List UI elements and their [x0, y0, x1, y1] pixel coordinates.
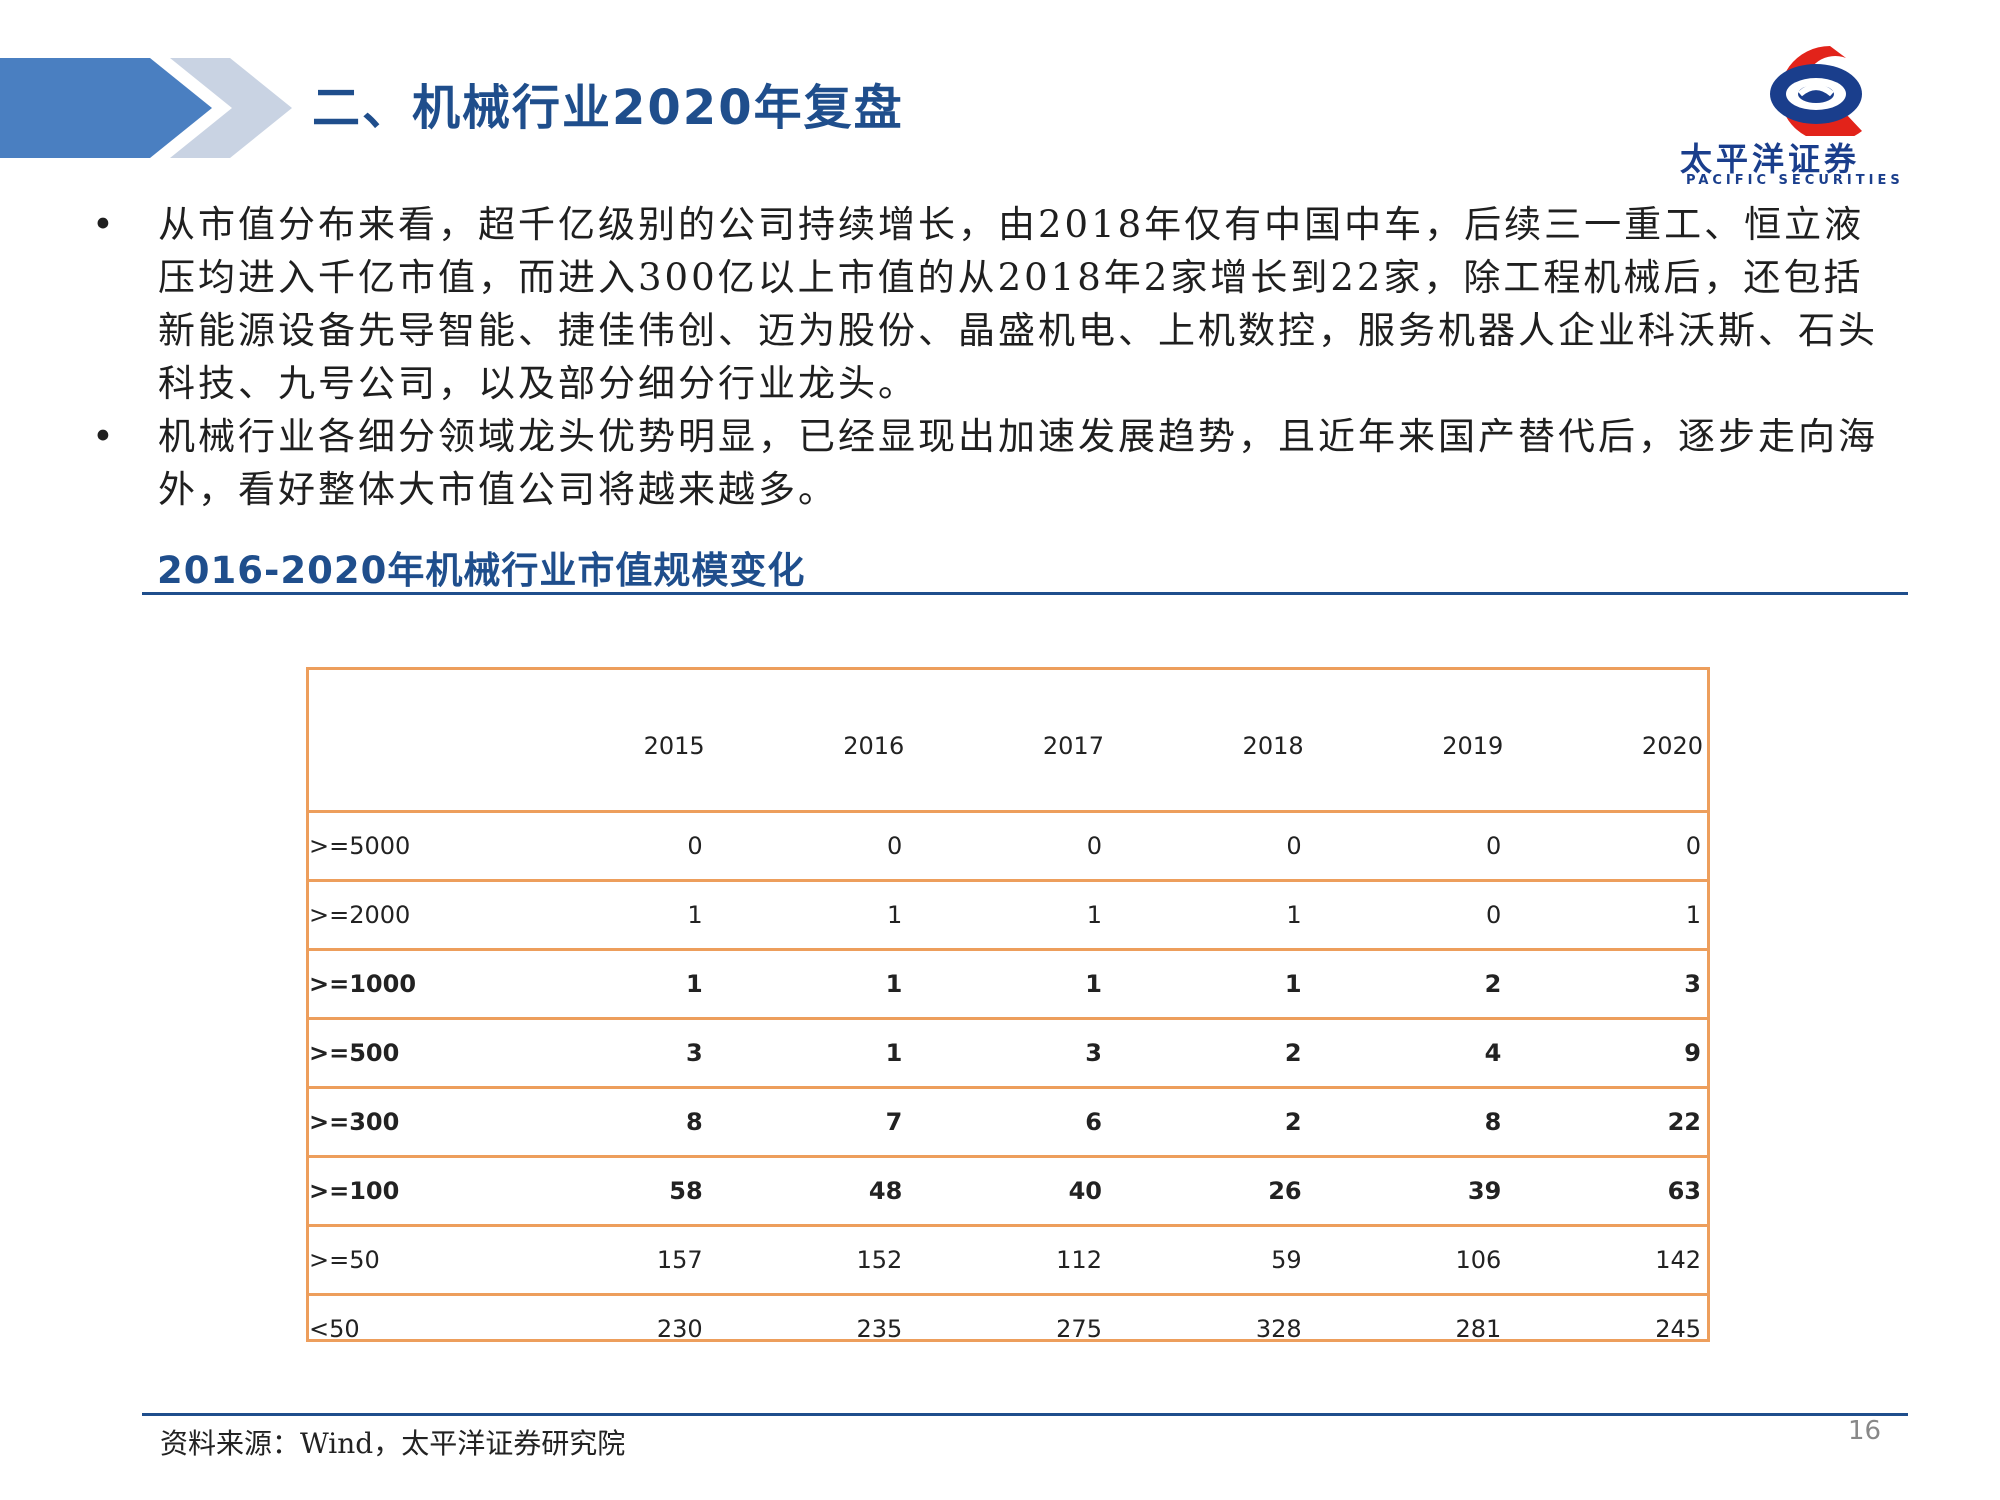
table-cell: 275 [1056, 1315, 1102, 1343]
table-cell: 152 [708, 1225, 909, 1296]
table-cell: 1 [908, 949, 1108, 1020]
table-cell: 0 [509, 811, 709, 882]
table-cell: 8 [1307, 1087, 1508, 1158]
chevron-light-shape [170, 58, 292, 158]
table-cell: 0 [908, 811, 1108, 882]
table-cell: 48 [708, 1156, 909, 1227]
source-note: 资料来源：Wind，太平洋证券研究院 [160, 1427, 626, 1460]
table-cell: 1 [1507, 880, 1707, 951]
row-label: <50 [309, 1315, 360, 1343]
section-divider [142, 592, 1908, 595]
table-cell: 230 [656, 1315, 703, 1343]
table-cell: 281 [1455, 1315, 1502, 1343]
table-cell: 0 [708, 811, 909, 882]
logo-name-en: PACIFIC SECURITIES [1686, 173, 1904, 188]
header-chevron-decoration [0, 58, 292, 158]
row-label: >=5000 [309, 811, 509, 882]
row-label: >=50 [309, 1225, 509, 1296]
table-cell: 1 [708, 880, 909, 951]
column-header: 2018 [1107, 670, 1308, 813]
table-row: >=50 157 152 112 59 106 142 [309, 1225, 1707, 1296]
table-cell: 8 [509, 1087, 709, 1158]
table-cell: 142 [1507, 1225, 1707, 1296]
table-cell: 59 [1107, 1225, 1308, 1296]
bullet-text: 机械行业各细分领域龙头优势明显，已经显现出加速发展趋势，且近年来国产替代后，逐步… [158, 415, 1878, 511]
table-header-row: 2015 2016 2017 2018 2019 2020 [309, 670, 1707, 813]
table-row: >=1000 1 1 1 1 2 3 [309, 949, 1707, 1020]
table-cell: 0 [1307, 880, 1508, 951]
table-cell: 7 [708, 1087, 909, 1158]
table-cell: 4 [1307, 1018, 1508, 1089]
table-row: >=100 58 48 40 26 39 63 [309, 1156, 1707, 1227]
table-row: >=2000 1 1 1 1 0 1 [309, 880, 1707, 951]
logo-name-cn: 太平洋证券 [1680, 140, 1861, 178]
footer-divider [142, 1413, 1908, 1416]
company-logo: 太平洋证券 PACIFIC SECURITIES [1600, 36, 1980, 188]
bullet-list: • 从市值分布来看，超千亿级别的公司持续增长，由2018年仅有中国中车，后续三一… [92, 198, 1902, 516]
table-cell: 9 [1507, 1018, 1707, 1089]
column-header: 2016 [708, 670, 909, 813]
table-cell: 2 [1307, 949, 1508, 1020]
table-cell: 2 [1107, 1087, 1308, 1158]
table-cell: 39 [1307, 1156, 1508, 1227]
table-cell: 328 [1255, 1315, 1302, 1343]
table-cell: 245 [1655, 1315, 1701, 1343]
table-cell: 3 [908, 1018, 1108, 1089]
table-cell: 0 [1507, 811, 1707, 882]
table-cell: 1 [708, 949, 909, 1020]
market-cap-table-frame: 2015 2016 2017 2018 2019 2020 >=5000 0 0… [306, 667, 1710, 1343]
table-cell: 1 [708, 1018, 909, 1089]
logo-emblem-icon [1770, 46, 1862, 136]
table-corner-cell [309, 670, 509, 813]
table-cell: 0 [1107, 811, 1308, 882]
row-label: >=500 [309, 1018, 509, 1089]
table-cell: 157 [509, 1225, 709, 1296]
column-header: 2019 [1307, 670, 1508, 813]
table-row: <50 230 235 275 328 281 245 [309, 1295, 1707, 1363]
table-cell: 1 [908, 880, 1108, 951]
column-header: 2020 [1507, 670, 1707, 813]
page-number: 16 [1848, 1416, 1882, 1446]
bullet-text: 从市值分布来看，超千亿级别的公司持续增长，由2018年仅有中国中车，后续三一重工… [158, 203, 1878, 405]
table-cell: 112 [908, 1225, 1108, 1296]
table-cell: 58 [509, 1156, 709, 1227]
bullet-item: • 机械行业各细分领域龙头优势明显，已经显现出加速发展趋势，且近年来国产替代后，… [92, 410, 1902, 516]
table-cell: 6 [908, 1087, 1108, 1158]
table-cell: 235 [856, 1315, 903, 1343]
table-cell: 1 [509, 880, 709, 951]
row-label: >=300 [309, 1087, 509, 1158]
table-row: >=300 8 7 6 2 8 22 [309, 1087, 1707, 1158]
table-section-title: 2016-2020年机械行业市值规模变化 [157, 549, 806, 592]
table-cell: 3 [509, 1018, 709, 1089]
chevron-dark-shape [0, 58, 212, 158]
table-cell: 1 [1107, 880, 1308, 951]
table-cell: 1 [1107, 949, 1308, 1020]
table-cell: 22 [1507, 1087, 1707, 1158]
table-cell: 63 [1507, 1156, 1707, 1227]
table-cell: 2 [1107, 1018, 1308, 1089]
bullet-marker: • [92, 203, 117, 246]
slide-title: 二、机械行业2020年复盘 [312, 80, 904, 136]
row-label: >=2000 [309, 880, 509, 951]
table-cell: 26 [1107, 1156, 1308, 1227]
bullet-marker: • [92, 415, 117, 458]
table-row: >=5000 0 0 0 0 0 0 [309, 811, 1707, 882]
table-cell: 0 [1307, 811, 1508, 882]
row-label: >=1000 [309, 949, 509, 1020]
bullet-item: • 从市值分布来看，超千亿级别的公司持续增长，由2018年仅有中国中车，后续三一… [92, 198, 1902, 410]
table-cell: 1 [509, 949, 709, 1020]
column-header: 2017 [908, 670, 1108, 813]
table-cell: 106 [1307, 1225, 1508, 1296]
row-label: >=100 [309, 1156, 509, 1227]
column-header: 2015 [509, 670, 709, 813]
table-cell: 3 [1507, 949, 1707, 1020]
table-cell: 40 [908, 1156, 1108, 1227]
table-row: >=500 3 1 3 2 4 9 [309, 1018, 1707, 1089]
market-cap-table: 2015 2016 2017 2018 2019 2020 >=5000 0 0… [309, 670, 1707, 1362]
